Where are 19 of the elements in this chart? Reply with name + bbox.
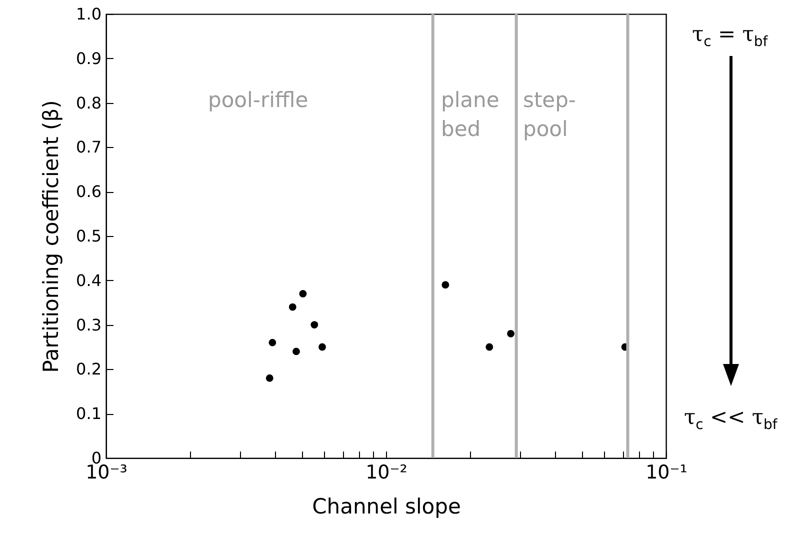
y-tick-label: 0.7 xyxy=(76,138,102,157)
annotation: plane bed xyxy=(441,88,500,141)
y-axis-title: Partitioning coefficient (β) xyxy=(39,100,64,373)
y-tick-label: 0.2 xyxy=(76,360,102,379)
y-tick-label: 0.8 xyxy=(76,93,102,112)
y-tick-label: 0.1 xyxy=(76,404,102,424)
y-tick-label: 0.9 xyxy=(76,48,102,68)
x-tick-label: 10⁻² xyxy=(366,462,408,484)
y-tick-label: 0.5 xyxy=(76,226,102,246)
y-tick-label: 0.4 xyxy=(76,270,102,290)
annotation: step- pool xyxy=(523,88,576,141)
x-tick-label: 10⁻¹ xyxy=(646,462,688,484)
y-tick-label: 0.6 xyxy=(76,182,102,202)
text: τ$_{c}$ = τ$_{bf}$ xyxy=(692,22,768,50)
text: τ$_{c}$ << τ$_{bf}$ xyxy=(684,405,778,434)
x-axis-title: Channel slope xyxy=(312,494,461,518)
y-tick-label: 1.0 xyxy=(76,4,102,24)
y-tick-label: 0.3 xyxy=(76,315,102,334)
annotation: pool-riffle xyxy=(208,88,308,112)
